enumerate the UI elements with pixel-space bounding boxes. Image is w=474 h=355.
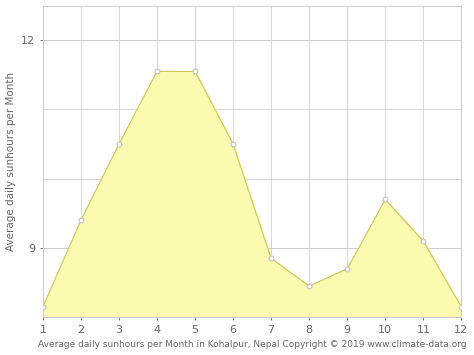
X-axis label: Average daily sunhours per Month in Kohalpur, Nepal Copyright © 2019 www.climate: Average daily sunhours per Month in Koha… (38, 340, 466, 349)
Y-axis label: Average daily sunhours per Month: Average daily sunhours per Month (6, 72, 16, 251)
